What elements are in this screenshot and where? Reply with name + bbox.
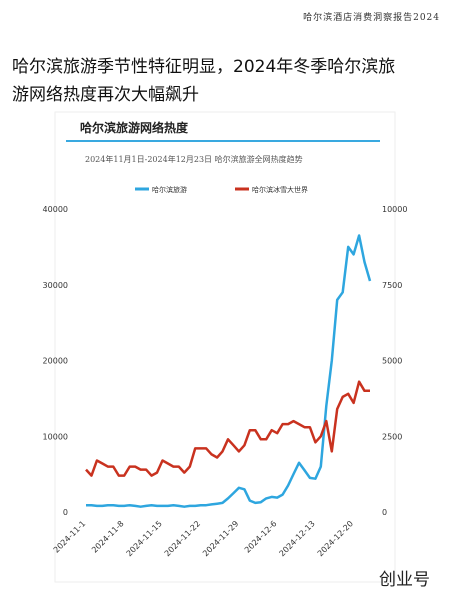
legend-label: 哈尔滨冰雪大世界: [252, 185, 308, 194]
y-tick-label: 30000: [43, 281, 68, 290]
y2-tick-label: 5000: [382, 357, 402, 366]
chart-frame: [54, 111, 396, 583]
x-tick-label: 2024-12-6: [243, 519, 279, 555]
legend-label: 哈尔滨旅游: [152, 185, 187, 194]
x-tick-label: 2024-11-8: [90, 519, 126, 555]
report-header: 哈尔滨酒店消费洞察报告2024: [303, 11, 440, 23]
y-tick-label: 40000: [43, 205, 68, 214]
headline: 游网络热度再次大幅飙升: [12, 85, 199, 105]
y-tick-label: 0: [63, 508, 68, 517]
x-tick-label: 2024-12-20: [316, 519, 355, 558]
x-tick-label: 2024-11-15: [125, 519, 164, 558]
y2-tick-label: 2500: [382, 432, 402, 441]
chart-title: 哈尔滨旅游网络热度: [80, 120, 189, 135]
watermark: 创业号: [379, 570, 430, 590]
y-tick-label: 20000: [43, 357, 68, 366]
series-line: [85, 380, 370, 477]
chart-subtitle: 2024年11月1日-2024年12月23日 哈尔滨旅游全网热度趋势: [85, 154, 303, 164]
y2-tick-label: 7500: [382, 281, 402, 290]
y2-tick-label: 10000: [382, 205, 407, 214]
y-tick-label: 10000: [43, 432, 68, 441]
x-tick-label: 2024-12-13: [278, 519, 317, 558]
headline: 哈尔滨旅游季节性特征明显，2024年冬季哈尔滨旅: [12, 57, 395, 77]
x-tick-label: 2024-11-29: [201, 519, 240, 558]
series-line: [86, 234, 372, 508]
x-tick-label: 2024-11-22: [163, 519, 202, 558]
y2-tick-label: 0: [382, 508, 387, 517]
x-tick-label: 2024-11-1: [52, 519, 88, 555]
